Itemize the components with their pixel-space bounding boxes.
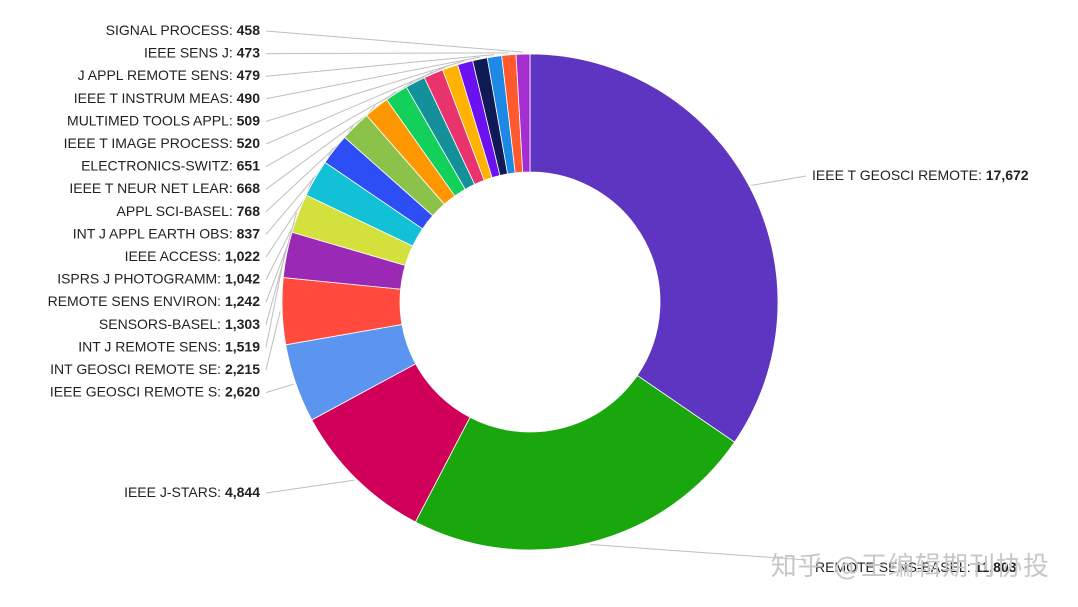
label-multimed-tools-appl: MULTIMED TOOLS APPL: 509 [67,112,260,128]
label-ieee-access: IEEE ACCESS: 1,022 [125,248,261,264]
label-electronics-switz: ELECTRONICS-SWITZ: 651 [81,157,260,173]
label-int-j-remote-sens: INT J REMOTE SENS: 1,519 [78,338,260,354]
label-int-j-appl-earth-obs: INT J APPL EARTH OBS: 837 [73,225,260,241]
label-ieee-t-image-process: IEEE T IMAGE PROCESS: 520 [64,135,261,151]
label-appl-sci-basel: APPL SCI-BASEL: 768 [117,203,261,219]
leader-signal-process [265,30,524,53]
leader-sensors-basel [265,212,297,325]
slice-signal-process[interactable] [515,53,531,173]
leader-remote-sens-basel [590,544,808,561]
leader-multimed-tools-appl [265,60,465,122]
leader-j-appl-remote-sens [265,54,495,77]
label-signal-process: SIGNAL PROCESS: 458 [106,22,261,38]
watermark: 知乎 @王编辑期刊协投 [770,552,1050,582]
slice-remote-sens-basel[interactable] [414,374,736,551]
label-int-geosci-remote-se: INT GEOSCI REMOTE SE: 2,215 [50,361,260,377]
label-ieee-geosci-remote-s: IEEE GEOSCI REMOTE S: 2,620 [50,383,260,399]
slice-labels: IEEE T GEOSCI REMOTE: 17,672 REMOTE SENS-… [48,22,1029,575]
slice-ieee-t-geosci-remote[interactable] [529,53,779,443]
label-ieee-sens-j: IEEE SENS J: 473 [144,44,260,60]
leader-ieee-j-stars [265,479,355,494]
label-ieee-t-instrum-meas: IEEE T INSTRUM MEAS: 490 [74,90,260,106]
label-ieee-j-stars: IEEE J-STARS: 4,844 [124,484,260,500]
leader-ieee-t-instrum-meas [265,56,480,100]
label-remote-sens-basel: REMOTE SENS-BASEL: 11,803 [815,559,1017,575]
leader-int-geosci-remote-se [265,311,281,371]
label-isprs-j-photogramm: ISPRS J PHOTOGRAMM: 1,042 [57,270,260,286]
leader-int-j-remote-sens [265,254,286,348]
label-ieee-t-geosci-remote: IEEE T GEOSCI REMOTE: 17,672 [812,167,1029,183]
leader-ieee-geosci-remote-s [265,383,295,394]
leader-ieee-sens-j [265,52,509,55]
label-remote-sens-environ: REMOTE SENS ENVIRON: 1,242 [48,293,261,309]
label-j-appl-remote-sens: J APPL REMOTE SENS: 479 [78,67,261,83]
leader-ieee-t-image-process [265,64,450,145]
leader-ieee-t-geosci-remote [751,175,807,186]
label-sensors-basel: SENSORS-BASEL: 1,303 [99,316,260,332]
donut-slices [281,53,779,551]
label-ieee-t-neur-net-lear: IEEE T NEUR NET LEAR: 668 [69,180,260,196]
